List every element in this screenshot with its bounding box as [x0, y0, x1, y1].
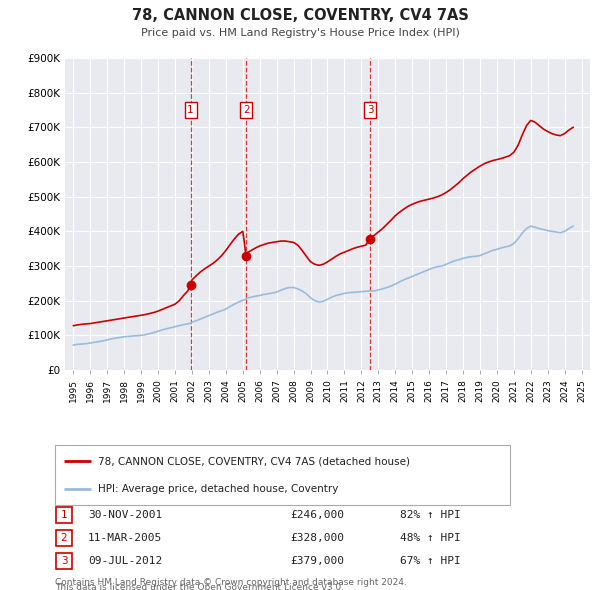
Text: 67% ↑ HPI: 67% ↑ HPI — [400, 556, 461, 566]
Text: 48% ↑ HPI: 48% ↑ HPI — [400, 533, 461, 543]
Text: 3: 3 — [367, 105, 374, 115]
Text: 78, CANNON CLOSE, COVENTRY, CV4 7AS: 78, CANNON CLOSE, COVENTRY, CV4 7AS — [131, 8, 469, 23]
FancyBboxPatch shape — [56, 507, 72, 523]
Text: 09-JUL-2012: 09-JUL-2012 — [88, 556, 162, 566]
Text: 1: 1 — [187, 105, 194, 115]
Text: 82% ↑ HPI: 82% ↑ HPI — [400, 510, 461, 520]
Text: 2: 2 — [243, 105, 250, 115]
Text: 3: 3 — [61, 556, 67, 566]
Text: 1: 1 — [61, 510, 67, 520]
Text: HPI: Average price, detached house, Coventry: HPI: Average price, detached house, Cove… — [98, 484, 338, 494]
Text: £246,000: £246,000 — [290, 510, 344, 520]
Text: 11-MAR-2005: 11-MAR-2005 — [88, 533, 162, 543]
FancyBboxPatch shape — [55, 445, 510, 505]
Text: Contains HM Land Registry data © Crown copyright and database right 2024.: Contains HM Land Registry data © Crown c… — [55, 578, 407, 587]
Text: 78, CANNON CLOSE, COVENTRY, CV4 7AS (detached house): 78, CANNON CLOSE, COVENTRY, CV4 7AS (det… — [98, 456, 410, 466]
Text: 30-NOV-2001: 30-NOV-2001 — [88, 510, 162, 520]
Text: £379,000: £379,000 — [290, 556, 344, 566]
Text: This data is licensed under the Open Government Licence v3.0.: This data is licensed under the Open Gov… — [55, 583, 344, 590]
Text: £328,000: £328,000 — [290, 533, 344, 543]
FancyBboxPatch shape — [56, 530, 72, 546]
Text: 2: 2 — [61, 533, 67, 543]
FancyBboxPatch shape — [56, 553, 72, 569]
Text: Price paid vs. HM Land Registry's House Price Index (HPI): Price paid vs. HM Land Registry's House … — [140, 28, 460, 38]
